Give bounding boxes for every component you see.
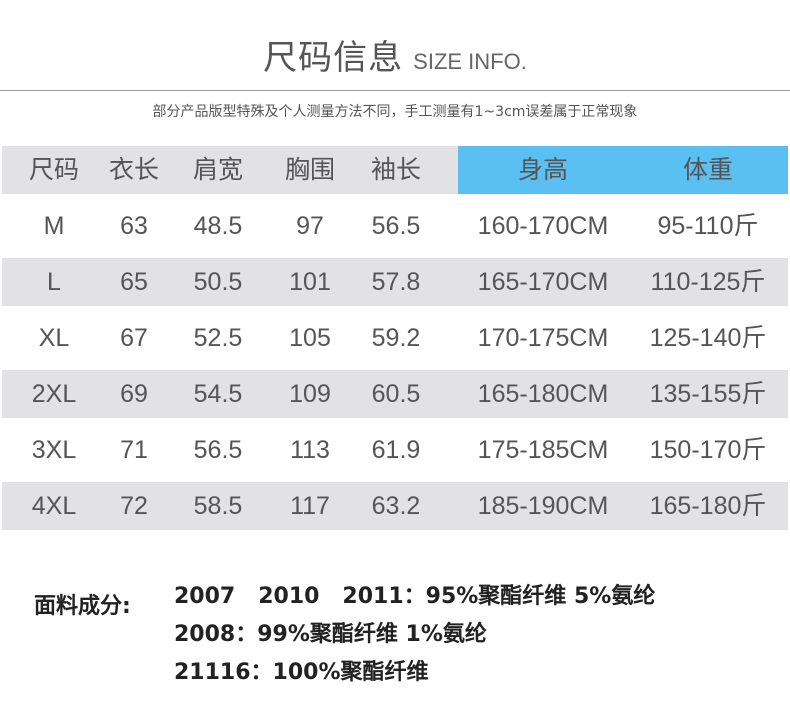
cell-shoulder: 50.5 (193, 268, 243, 296)
header-sleeve: 袖长 (370, 155, 421, 184)
cell-height: 165-170CM (477, 268, 609, 296)
table-row: XL 67 52.5 105 59.2 170-175CM 125-140斤 (2, 314, 788, 362)
cell-length: 69 (120, 380, 148, 408)
measurement-note: 部分产品版型特殊及个人测量方法不同，手工测量有1~3cm误差属于正常现象 (152, 104, 638, 120)
cell-shoulder: 48.5 (193, 212, 243, 240)
cell-height: 170-175CM (477, 324, 609, 352)
header-highlight (458, 146, 788, 194)
header-height: 身高 (517, 155, 568, 184)
cell-shoulder: 58.5 (193, 492, 243, 520)
title-chinese: 尺码信息 (263, 38, 404, 78)
cell-sleeve: 60.5 (371, 380, 421, 408)
page-title: 尺码信息 SIZE INFO. (0, 30, 790, 79)
cell-length: 63 (120, 212, 148, 240)
header-length: 衣长 (108, 155, 159, 184)
cell-chest: 113 (290, 436, 330, 464)
title-english: SIZE INFO. (413, 49, 527, 74)
cell-height: 175-185CM (477, 436, 609, 464)
cell-chest: 97 (296, 212, 324, 240)
cell-shoulder: 54.5 (193, 380, 243, 408)
fabric-line: 21116：100%聚酯纤维 (174, 660, 429, 685)
cell-size: 3XL (31, 436, 77, 464)
cell-sleeve: 59.2 (371, 324, 421, 352)
cell-sleeve: 61.9 (371, 436, 421, 464)
cell-length: 72 (120, 492, 148, 520)
cell-size: L (47, 268, 61, 296)
cell-shoulder: 52.5 (193, 324, 243, 352)
cell-shoulder: 56.5 (193, 436, 243, 464)
header-size: 尺码 (28, 155, 79, 184)
title-divider (0, 90, 790, 91)
cell-height: 165-180CM (477, 380, 609, 408)
cell-weight: 110-125斤 (650, 268, 766, 296)
cell-height: 185-190CM (477, 492, 609, 520)
cell-length: 71 (120, 436, 148, 464)
cell-size: 2XL (31, 380, 77, 408)
cell-sleeve: 57.8 (371, 268, 421, 296)
size-table: 尺码 衣长 肩宽 胸围 袖长 身高 体重 M 63 48.5 97 56.5 1… (2, 146, 788, 538)
cell-height: 160-170CM (477, 212, 609, 240)
cell-chest: 109 (289, 380, 331, 408)
fabric-line: 2008：99%聚酯纤维 1%氨纶 (174, 622, 487, 647)
cell-sleeve: 56.5 (371, 212, 421, 240)
cell-chest: 105 (289, 324, 331, 352)
cell-weight: 135-155斤 (649, 380, 767, 408)
fabric-label: 面料成分: (34, 594, 131, 619)
header-chest: 胸围 (284, 155, 335, 184)
table-row: 4XL 72 58.5 117 63.2 185-190CM 165-180斤 (2, 482, 788, 530)
cell-size: M (43, 212, 65, 240)
cell-chest: 117 (290, 492, 330, 520)
table-row: 2XL 69 54.5 109 60.5 165-180CM 135-155斤 (2, 370, 788, 418)
header-shoulder: 肩宽 (192, 155, 243, 184)
cell-weight: 95-110斤 (657, 212, 759, 240)
cell-length: 67 (120, 324, 148, 352)
cell-chest: 101 (289, 268, 331, 296)
table-header-row: 尺码 衣长 肩宽 胸围 袖长 身高 体重 (2, 146, 788, 194)
cell-sleeve: 63.2 (371, 492, 421, 520)
fabric-line: 2007 2010 2011：95%聚酯纤维 5%氨纶 (174, 584, 656, 609)
cell-weight: 165-180斤 (649, 492, 767, 520)
cell-weight: 125-140斤 (649, 324, 767, 352)
table-row: L 65 50.5 101 57.8 165-170CM 110-125斤 (2, 258, 788, 306)
header-weight: 体重 (682, 155, 733, 184)
cell-size: XL (38, 324, 70, 352)
table-row: M 63 48.5 97 56.5 160-170CM 95-110斤 (2, 202, 788, 250)
cell-size: 4XL (31, 492, 77, 520)
cell-length: 65 (120, 268, 148, 296)
table-row: 3XL 71 56.5 113 61.9 175-185CM 150-170斤 (2, 426, 788, 474)
cell-weight: 150-170斤 (649, 436, 767, 464)
